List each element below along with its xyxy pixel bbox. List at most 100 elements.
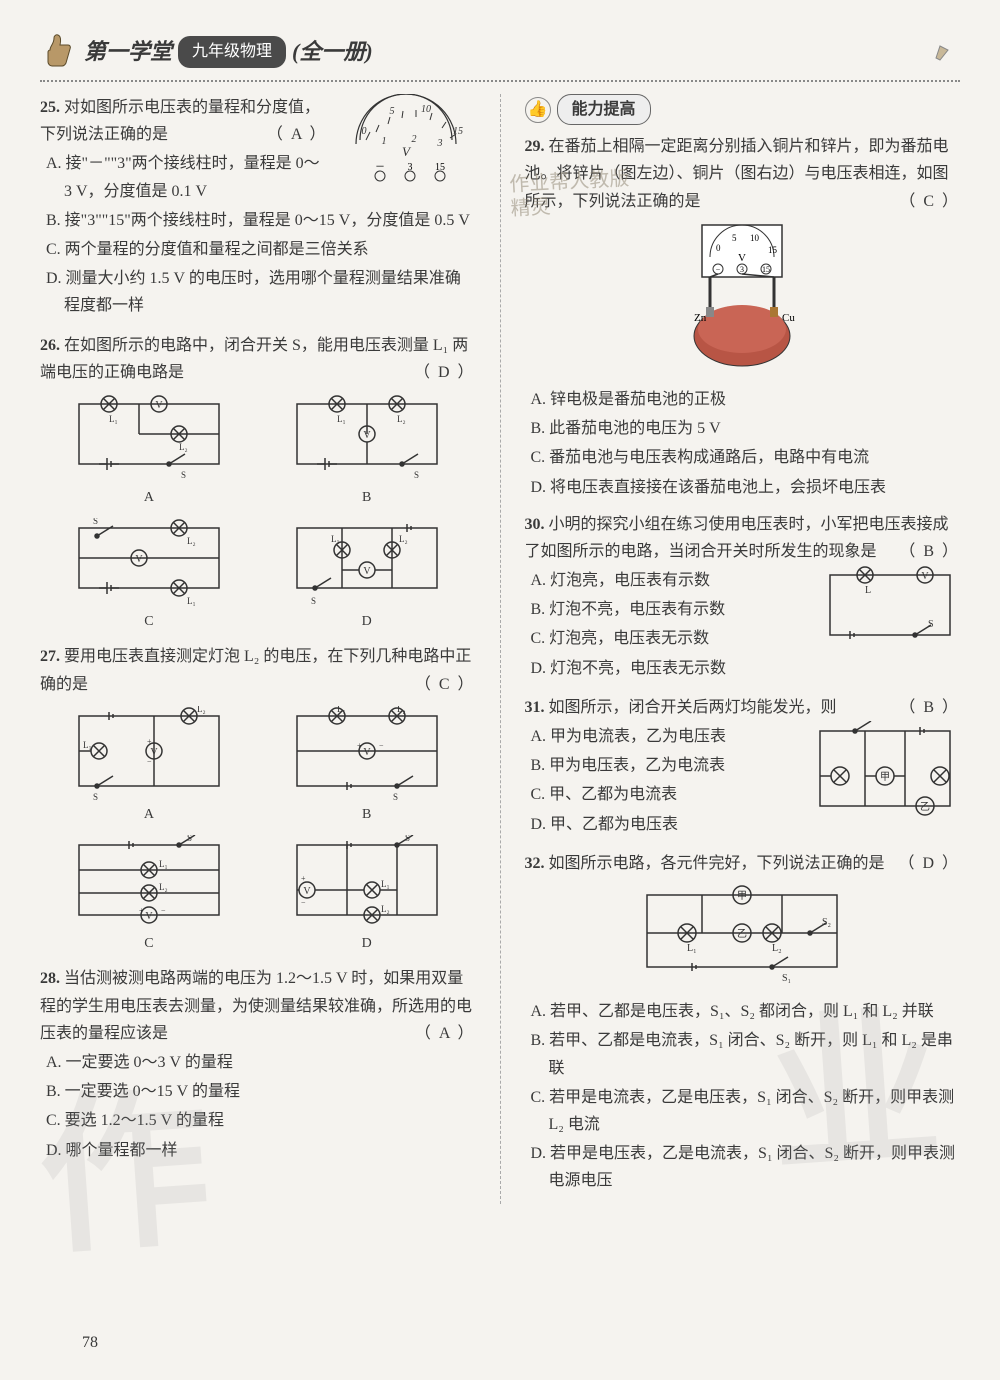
svg-text:S: S	[928, 619, 934, 630]
svg-text:S: S	[93, 792, 98, 801]
svg-text:L₂: L₂	[197, 706, 206, 714]
svg-text:Cu: Cu	[782, 312, 795, 324]
header-suffix: (全一册)	[292, 33, 373, 70]
q26-figB: V L₁L₂ S B	[287, 394, 447, 510]
question-32: 32. 如图所示电路，各元件完好，下列说法正确的是 （ D ） 甲 乙	[525, 850, 961, 1195]
svg-text:L₁: L₁	[331, 534, 340, 544]
q27-row1: V L₂L₁ S +− A	[40, 706, 476, 827]
q26-labelB: B	[287, 486, 447, 510]
svg-text:L₂: L₂	[159, 882, 168, 892]
q27-figC: V L₁L₂ +− S C	[69, 835, 229, 956]
svg-text:V: V	[135, 554, 143, 565]
svg-text:+: +	[301, 874, 306, 883]
svg-text:15: 15	[435, 162, 445, 173]
q27-labelA: A	[69, 803, 229, 827]
q26-row2: V L₂ L₁ S C	[40, 518, 476, 634]
q30-answer: （ B ）	[899, 538, 960, 565]
svg-text:L₁: L₁	[109, 414, 118, 424]
q26-figA: V L₁ L₂ S A	[69, 394, 229, 510]
svg-text:+: +	[147, 737, 152, 746]
thumbs-up-small-icon: 👍	[525, 97, 551, 123]
q27-row2: V L₁L₂ +− S C V	[40, 835, 476, 956]
q32-optD: D. 若甲是电压表，乙是电流表，S₁ 闭合、S₂ 断开，则甲表测电源电压	[525, 1140, 961, 1194]
svg-text:1: 1	[381, 136, 386, 147]
q27-stem: 要用电压表直接测定灯泡 L₂ 的电压，在下列几种电路中正确的是	[40, 648, 471, 692]
q28-optD: D. 哪个量程都一样	[40, 1137, 476, 1164]
svg-text:L₁: L₁	[337, 706, 346, 714]
q31-stem: 如图所示，闭合开关后两灯均能发光，则	[549, 699, 837, 716]
q25-optC: C. 两个量程的分度值和量程之间都是三倍关系	[40, 236, 476, 263]
q32-optB: B. 若甲、乙都是电流表，S₁ 闭合、S₂ 断开，则 L₁ 和 L₂ 是串联	[525, 1027, 961, 1081]
content-columns: 051015 123 V － 3 15	[40, 94, 960, 1204]
svg-text:V: V	[145, 911, 153, 922]
svg-text:+: +	[139, 906, 144, 915]
svg-text:0: 0	[716, 243, 721, 253]
q32-figure: 甲 乙 L₁L₂ S₂S₁	[525, 883, 961, 992]
q26-row1: V L₁ L₂ S A	[40, 394, 476, 510]
svg-text:+: +	[357, 741, 362, 750]
header-brand: 第一学堂	[84, 33, 172, 70]
svg-text:乙: 乙	[920, 801, 930, 813]
svg-text:S: S	[187, 835, 192, 843]
svg-text:S: S	[414, 470, 419, 480]
q25-answer: （ A ）	[267, 121, 328, 148]
svg-text:－: －	[375, 162, 385, 173]
svg-text:S: S	[93, 518, 98, 526]
svg-text:L: L	[865, 585, 871, 596]
q31-num: 31.	[525, 699, 545, 716]
q28-answer: （ A ）	[415, 1020, 476, 1047]
right-column: 👍 能力提高 29. 在番茄上相隔一定距离分别插入铜片和锌片，即为番茄电池。将锌…	[525, 94, 961, 1204]
q29-num: 29.	[525, 138, 545, 155]
q30-figure: V L S	[820, 565, 960, 664]
svg-text:5: 5	[389, 106, 394, 117]
svg-text:V: V	[402, 144, 412, 159]
q32-optA: A. 若甲、乙都是电压表，S₁、S₂ 都闭合，则 L₁ 和 L₂ 并联	[525, 998, 961, 1025]
q28-num: 28.	[40, 970, 60, 987]
svg-text:−: −	[161, 906, 166, 915]
q26-stem: 在如图所示的电路中，闭合开关 S，能用电压表测量 L₁ 两端电压的正确电路是	[40, 337, 468, 381]
svg-text:0: 0	[361, 126, 366, 137]
question-28: 28. 当估测被测电路两端的电压为 1.2～1.5 V 时，如果用双量程的学生用…	[40, 965, 476, 1163]
header-badge: 九年级物理	[178, 36, 286, 67]
q27-labelD: D	[287, 932, 447, 956]
q26-answer: （ D ）	[414, 359, 476, 386]
q26-num: 26.	[40, 337, 60, 354]
q27-figA: V L₂L₁ S +− A	[69, 706, 229, 827]
q29-optC: C. 番茄电池与电压表构成通路后，电路中有电流	[525, 444, 961, 471]
svg-text:L₂: L₂	[381, 904, 390, 914]
q31-figure: 甲 乙	[810, 721, 960, 830]
svg-text:−: −	[716, 265, 721, 274]
svg-text:−: −	[147, 757, 152, 766]
svg-text:15: 15	[768, 245, 778, 255]
question-25: 051015 123 V － 3 15	[40, 94, 476, 322]
svg-text:3: 3	[436, 138, 442, 149]
q32-stem: 如图所示电路，各元件完好，下列说法正确的是	[549, 855, 885, 872]
q27-num: 27.	[40, 648, 60, 665]
svg-text:V: V	[921, 571, 929, 582]
svg-text:S: S	[393, 792, 398, 801]
svg-text:S: S	[181, 470, 186, 480]
svg-text:L₂: L₂	[179, 442, 188, 452]
q26-figC: V L₂L₁ S C	[69, 518, 229, 634]
svg-text:V: V	[363, 566, 371, 577]
svg-text:V: V	[363, 430, 371, 441]
q28-optB: B. 一定要选 0～15 V 的量程	[40, 1078, 476, 1105]
q32-optC: C. 若甲是电流表，乙是电压表，S₁ 闭合、S₂ 断开，则甲表测 L₂ 电流	[525, 1084, 961, 1138]
q26-labelD: D	[287, 610, 447, 634]
left-column: 051015 123 V － 3 15	[40, 94, 476, 1204]
q32-num: 32.	[525, 855, 545, 872]
q25-num: 25.	[40, 99, 60, 116]
svg-text:L₁: L₁	[83, 740, 92, 750]
thumbs-up-icon	[40, 30, 76, 74]
svg-text:L₂: L₂	[397, 414, 406, 424]
question-26: 26. 在如图所示的电路中，闭合开关 S，能用电压表测量 L₁ 两端电压的正确电…	[40, 332, 476, 634]
q29-optD: D. 将电压表直接接在该番茄电池上，会损坏电压表	[525, 474, 961, 501]
q26-labelC: C	[69, 610, 229, 634]
question-31: 31. 如图所示，闭合开关后两灯均能发光，则 （ B ） 甲 乙	[525, 694, 961, 840]
svg-text:S₁: S₁	[782, 973, 791, 983]
q31-answer: （ B ）	[899, 694, 960, 721]
svg-text:S₂: S₂	[822, 917, 831, 928]
svg-text:L₂: L₂	[399, 534, 408, 544]
svg-text:5: 5	[732, 233, 737, 243]
svg-text:L₁: L₁	[687, 943, 697, 954]
